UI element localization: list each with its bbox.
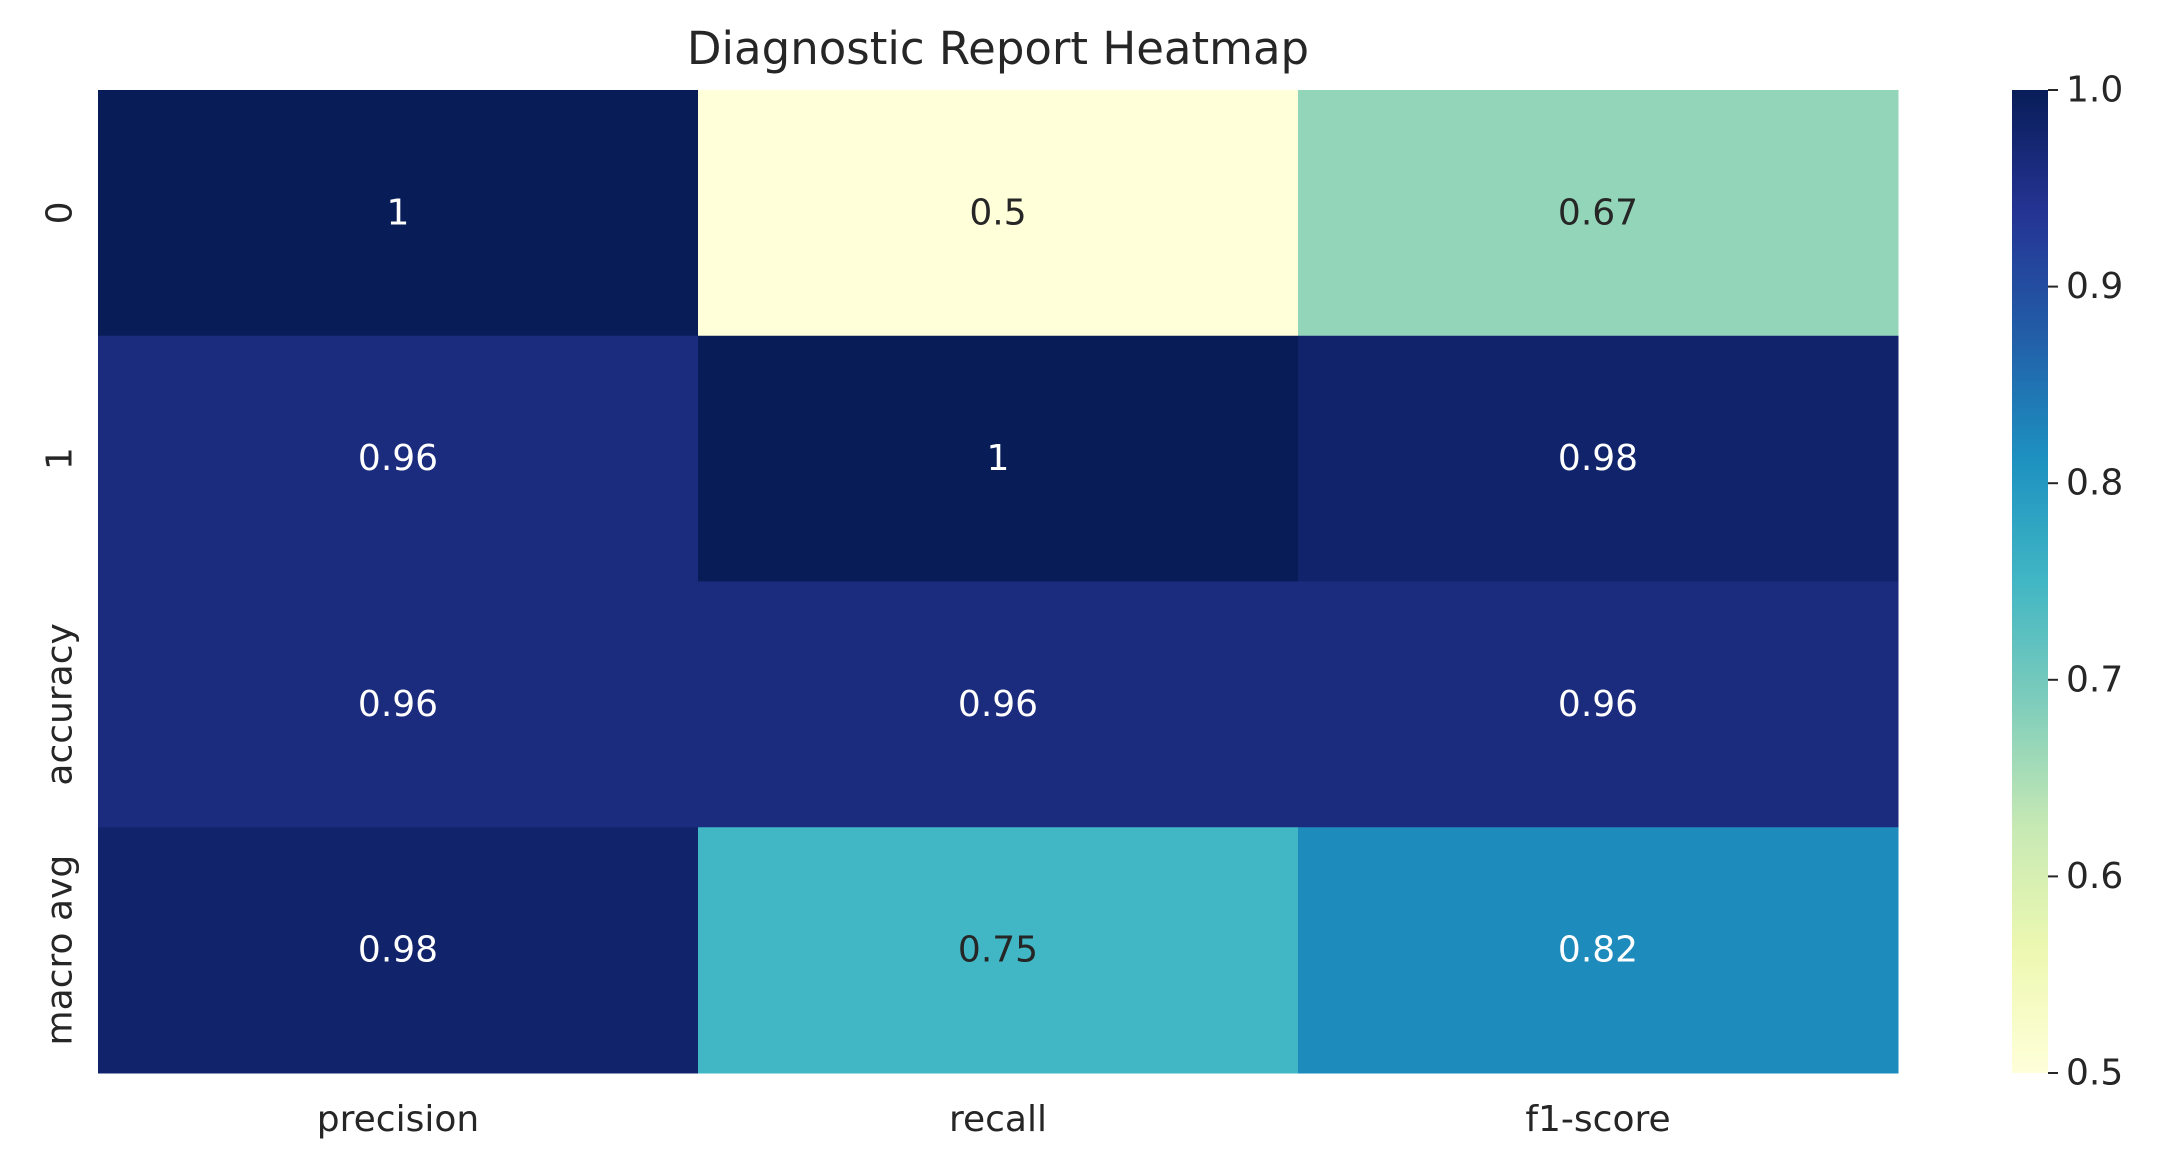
- x-tick-label: f1-score: [1525, 1099, 1670, 1140]
- chart-title: Diagnostic Report Heatmap: [687, 22, 1309, 75]
- heatmap-cell: [98, 90, 699, 337]
- heatmap-cell: [698, 90, 1299, 337]
- colorbar-tick-label: 1.0: [2066, 70, 2123, 111]
- y-tick-label: macro avg: [40, 855, 81, 1046]
- colorbar-tick-label: 0.9: [2066, 266, 2123, 307]
- cell-annotation: 0.5: [969, 192, 1026, 233]
- heatmap-cell: [698, 827, 1299, 1074]
- cell-annotation: 0.96: [958, 684, 1038, 725]
- colorbar: [2012, 90, 2048, 1073]
- cell-annotation: 1: [387, 192, 410, 233]
- cell-annotation: 0.82: [1558, 930, 1638, 971]
- colorbar-tick-label: 0.6: [2066, 856, 2123, 897]
- colorbar-tick-label: 0.8: [2066, 463, 2123, 504]
- cell-annotation: 1: [987, 438, 1010, 479]
- heatmap-cell: [98, 581, 699, 828]
- y-tick-label: accuracy: [40, 623, 81, 785]
- cell-annotation: 0.98: [358, 930, 438, 971]
- cell-annotation: 0.96: [1558, 684, 1638, 725]
- heatmap-cell: [98, 335, 699, 582]
- heatmap-cells: [98, 90, 1899, 1074]
- cell-annotation: 0.96: [358, 684, 438, 725]
- heatmap-cell: [1298, 581, 1899, 828]
- heatmap-cell: [1298, 827, 1899, 1074]
- heatmap-cell: [1298, 335, 1899, 582]
- colorbar-tick-label: 0.5: [2066, 1053, 2123, 1094]
- y-tick-label: 0: [40, 201, 81, 224]
- cell-annotation: 0.67: [1558, 192, 1638, 233]
- y-axis-tick-labels: 0 1 accuracy macro avg: [40, 201, 81, 1045]
- x-axis-tick-labels: precision recall f1-score: [317, 1099, 1671, 1140]
- heatmap-cell: [698, 581, 1299, 828]
- cell-annotation: 0.96: [358, 438, 438, 479]
- y-tick-label: 1: [40, 447, 81, 470]
- x-tick-label: precision: [317, 1099, 479, 1140]
- cell-annotations: 1 0.5 0.67 0.96 1 0.98 0.96 0.96 0.96 0.98 0.75 0.8…: [358, 192, 1638, 970]
- heatmap-cell: [98, 827, 699, 1074]
- colorbar-tick-label: 0.7: [2066, 659, 2123, 700]
- x-tick-label: recall: [949, 1099, 1047, 1140]
- heatmap-cell: [1298, 90, 1899, 337]
- cell-annotation: 0.75: [958, 930, 1038, 971]
- colorbar-tick-labels: 0.5 0.6 0.7 0.8 0.9 1.0: [2048, 70, 2123, 1094]
- heatmap-cell: [698, 335, 1299, 582]
- cell-annotation: 0.98: [1558, 438, 1638, 479]
